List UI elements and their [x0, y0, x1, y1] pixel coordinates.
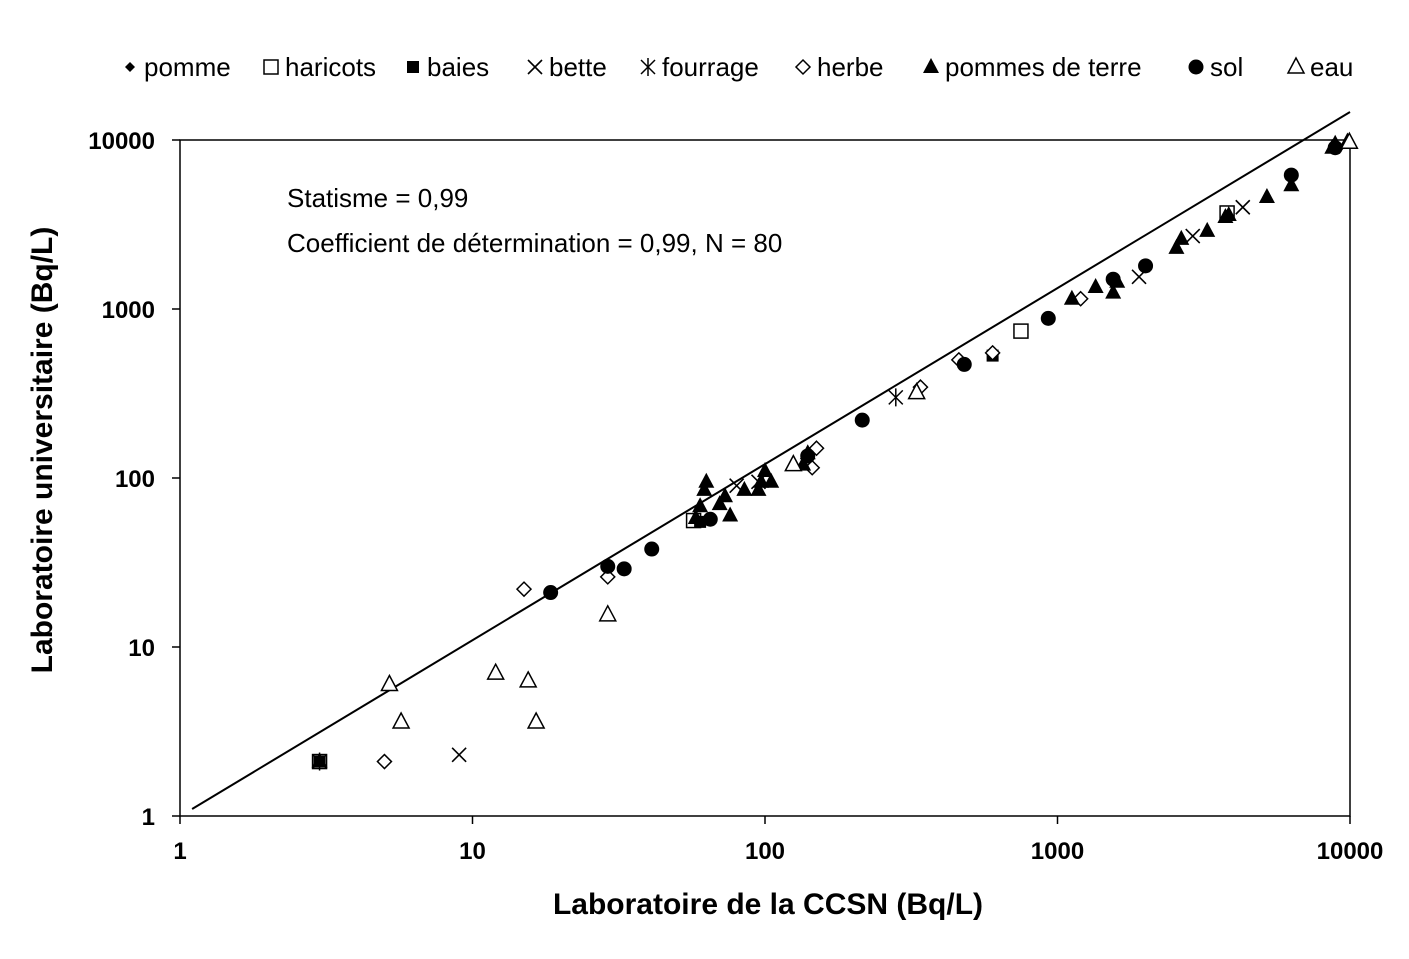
legend-label: sol	[1210, 52, 1243, 82]
data-point-pommes-de-terre	[1087, 277, 1104, 293]
data-point-pommes-de-terre	[717, 487, 734, 503]
annotation-text: Coefficient de détermination = 0,99, N =…	[287, 228, 782, 258]
legend-label: herbe	[817, 52, 884, 82]
legend-label: bette	[549, 52, 607, 82]
data-point-sol	[702, 511, 718, 527]
data-point-pommes-de-terre	[1220, 205, 1237, 221]
data-point-sol	[644, 541, 660, 557]
data-point-pommes-de-terre	[722, 506, 739, 522]
x-tick-label: 10000	[1317, 838, 1384, 865]
data-point-pommes-de-terre	[1105, 283, 1122, 299]
y-tick-label: 10	[128, 635, 155, 662]
data-point-sol	[600, 558, 616, 574]
data-point-pommes-de-terre	[698, 472, 715, 488]
fit-line	[191, 111, 1351, 810]
data-points	[311, 131, 1359, 771]
legend-marker-haricots	[263, 59, 279, 75]
data-point-pommes-de-terre	[753, 472, 770, 488]
data-point-pommes-de-terre	[696, 480, 713, 496]
data-point-bette	[1185, 228, 1201, 244]
data-point-pommes-de-terre	[1168, 238, 1185, 254]
data-point-herbe	[376, 753, 393, 770]
x-tick-label: 1	[173, 838, 186, 865]
data-point-eau	[598, 604, 618, 622]
data-point-herbe	[984, 344, 1001, 361]
data-point-pommes-de-terre	[711, 495, 728, 511]
data-point-sol	[616, 561, 632, 577]
data-point-bette	[1235, 199, 1251, 215]
data-point-sol	[800, 448, 816, 464]
data-point-pommes-de-terre	[757, 462, 773, 478]
data-point-pommes-de-terre	[1199, 221, 1216, 237]
data-point-pommes-de-terre	[1283, 176, 1300, 192]
x-axis-ticks: 1 10 100 1000 10000	[173, 816, 1383, 865]
y-tick-label: 10000	[88, 128, 155, 155]
data-point-pommes-de-terre	[1173, 229, 1190, 245]
data-point-sol	[1138, 258, 1154, 274]
data-point-haricots	[1013, 323, 1029, 339]
legend-marker-baies	[407, 61, 419, 73]
data-point-pommes-de-terre	[763, 472, 780, 488]
annotations: Statisme = 0,99 Coefficient de déterminat…	[287, 183, 782, 258]
legend-marker-sol	[1188, 59, 1204, 75]
data-point-pommes-de-terre	[1258, 187, 1275, 203]
x-tick-label: 10	[459, 838, 486, 865]
legend-marker-bette	[527, 59, 543, 75]
data-point-eau	[486, 662, 505, 680]
legend-marker-pomme	[125, 62, 135, 72]
data-point-pommes-de-terre	[687, 508, 704, 524]
data-point-eau	[907, 382, 926, 400]
legend-marker-herbe	[794, 58, 812, 76]
data-point-sol	[956, 356, 972, 372]
legend: pomme haricots baies bette fourrage herbe pomm…	[125, 52, 1353, 82]
data-point-pommes-de-terre	[736, 480, 753, 496]
legend-label: baies	[427, 52, 489, 82]
data-point-herbe	[599, 568, 616, 585]
legend-marker-eau	[1286, 56, 1306, 74]
y-axis-title: Laboratoire universitaire (Bq/L)	[26, 227, 59, 674]
legend-marker-pommes-de-terre	[923, 58, 939, 73]
x-tick-label: 1000	[1031, 838, 1084, 865]
data-point-sol	[1040, 310, 1056, 326]
data-point-eau	[518, 670, 538, 688]
x-axis-title: Laboratoire de la CCSN (Bq/L)	[553, 888, 983, 921]
x-tick-label: 100	[745, 838, 785, 865]
y-tick-label: 100	[115, 466, 155, 493]
data-point-sol	[1105, 271, 1121, 287]
data-point-pommes-de-terre	[311, 752, 328, 768]
data-point-pommes-de-terre	[1063, 289, 1080, 305]
data-point-sol	[1283, 167, 1299, 183]
data-point-bette	[451, 747, 467, 763]
legend-label: pommes de terre	[945, 52, 1142, 82]
legend-label: eau	[1310, 52, 1353, 82]
data-point-herbe	[515, 581, 533, 598]
data-point-sol	[1327, 140, 1343, 156]
annotation-text: Statisme = 0,99	[287, 183, 468, 213]
data-point-sol	[543, 585, 559, 601]
data-point-eau	[1340, 131, 1359, 149]
data-point-pommes-de-terre	[692, 497, 709, 513]
legend-label: pomme	[144, 52, 231, 82]
data-point-pommes-de-terre	[750, 480, 767, 496]
data-point-sol	[854, 412, 870, 428]
data-point-eau	[526, 711, 546, 729]
legend-marker-fourrage	[640, 58, 656, 76]
legend-label: fourrage	[662, 52, 759, 82]
data-point-eau	[784, 454, 803, 472]
legend-label: haricots	[285, 52, 376, 82]
y-tick-label: 1	[142, 804, 155, 831]
data-point-eau	[380, 673, 399, 692]
y-tick-label: 1000	[102, 297, 155, 324]
data-point-fourrage	[888, 388, 904, 407]
data-point-eau	[391, 711, 411, 729]
y-axis-ticks: 1 10 100 1000 10000	[88, 128, 180, 831]
